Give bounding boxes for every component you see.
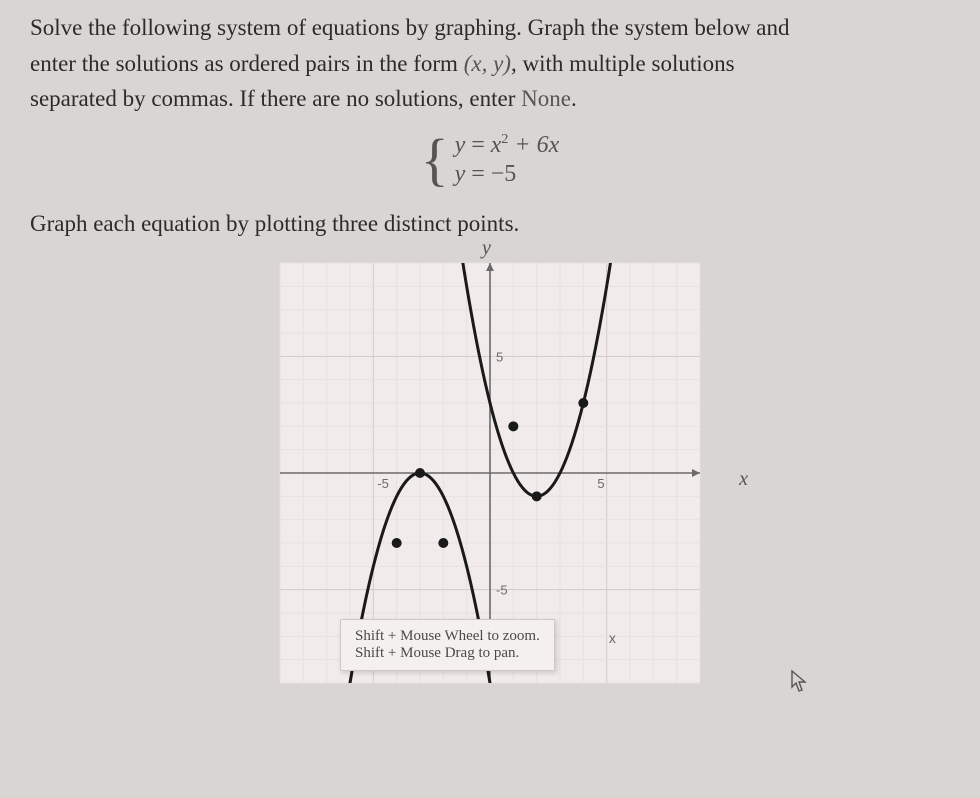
equation-1: y = x2 + 6x — [455, 132, 560, 159]
svg-text:5: 5 — [597, 476, 604, 491]
plot-instruction: Graph each equation by plotting three di… — [30, 211, 950, 237]
ordered-pair: (x, y) — [464, 51, 511, 76]
prompt-line3a: separated by commas. If there are no sol… — [30, 86, 521, 111]
graph-area[interactable]: y x -555-5 Shift + Mouse Wheel to zoom. … — [260, 243, 720, 703]
prompt-line2b: , with multiple solutions — [511, 51, 735, 76]
none-word: None — [521, 86, 571, 111]
cursor-icon — [790, 669, 810, 693]
prompt-line1: Solve the following system of equations … — [30, 15, 790, 40]
equation-2: y = −5 — [455, 161, 517, 188]
tooltip-line1: Shift + Mouse Wheel to zoom. — [355, 628, 540, 645]
tooltip-line2: Shift + Mouse Drag to pan. — [355, 645, 540, 662]
svg-text:-5: -5 — [496, 583, 508, 598]
prompt-line2a: enter the solutions as ordered pairs in … — [30, 51, 464, 76]
problem-prompt: Solve the following system of equations … — [30, 10, 950, 117]
brace-icon: { — [421, 131, 449, 189]
close-icon[interactable]: x — [609, 630, 616, 646]
svg-text:5: 5 — [496, 349, 503, 364]
equation-system: { y = x2 + 6x y = −5 — [30, 131, 950, 189]
help-tooltip: Shift + Mouse Wheel to zoom. Shift + Mou… — [340, 619, 555, 671]
svg-text:-5: -5 — [377, 476, 389, 491]
x-axis-label: x — [739, 468, 748, 491]
y-axis-label: y — [482, 237, 491, 260]
prompt-period: . — [571, 86, 577, 111]
